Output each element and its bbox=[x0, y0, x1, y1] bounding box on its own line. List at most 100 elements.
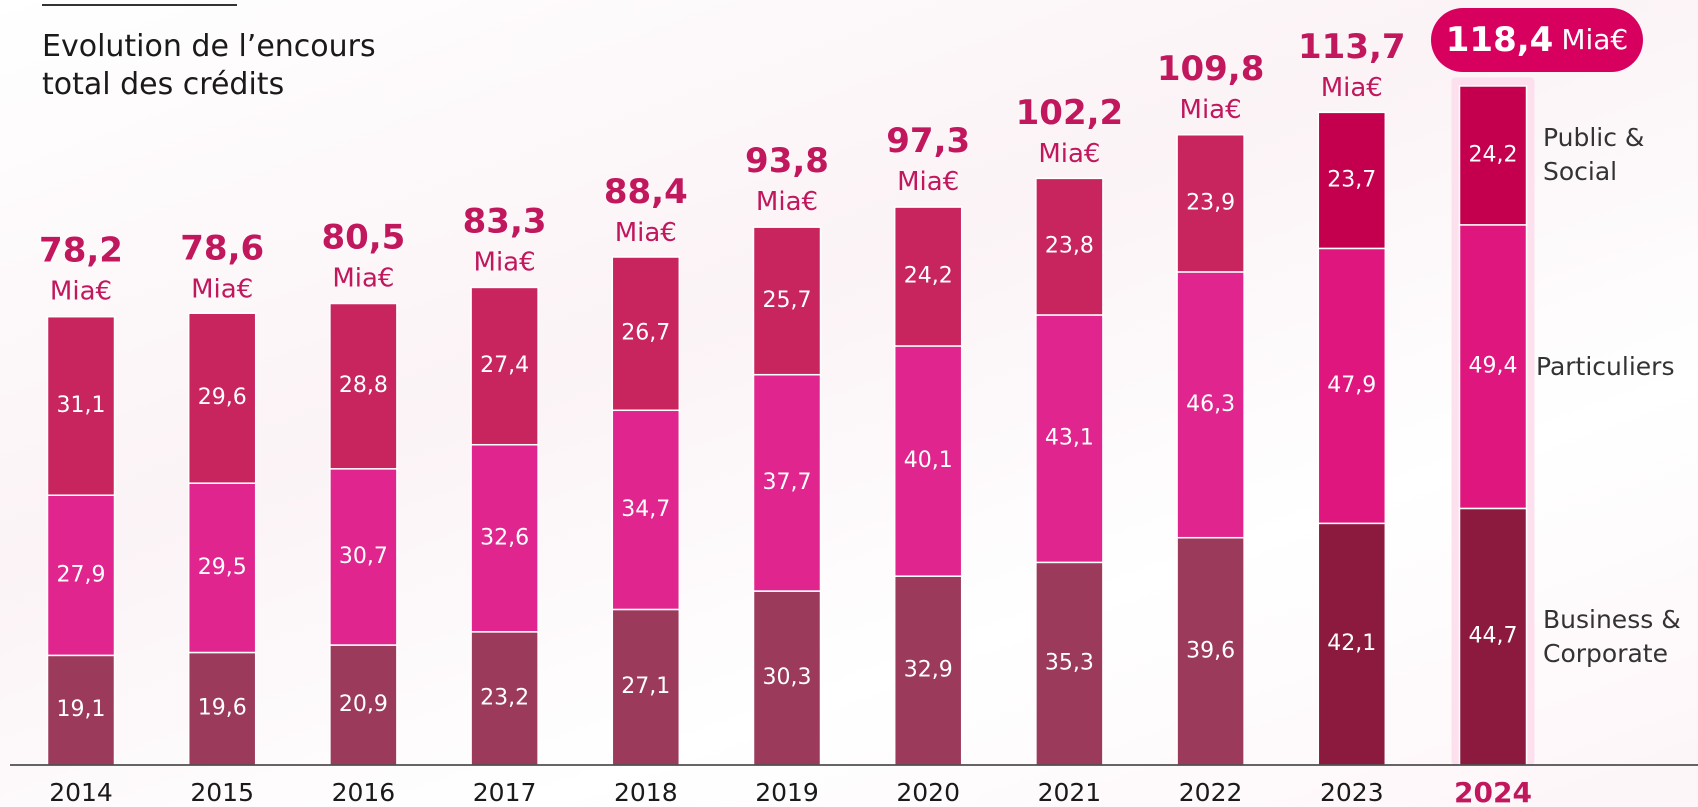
total-value: 118,4 bbox=[1446, 20, 1554, 60]
total-value: 109,8 bbox=[1157, 49, 1265, 89]
x-tick-label: 2016 bbox=[332, 778, 396, 807]
segment-label: 19,6 bbox=[198, 696, 247, 721]
segment-label: 29,5 bbox=[198, 555, 247, 580]
bar-segment bbox=[470, 286, 539, 446]
segment-label: 34,7 bbox=[621, 497, 670, 522]
bar-segment bbox=[752, 590, 822, 766]
total-unit: Mia€ bbox=[332, 263, 394, 293]
segment-label: 28,8 bbox=[339, 373, 388, 398]
x-tick-label: 2022 bbox=[1179, 778, 1243, 807]
total-unit: Mia€ bbox=[897, 167, 959, 197]
segment-label: 40,1 bbox=[904, 448, 953, 473]
segment-label: 29,6 bbox=[198, 385, 247, 410]
segment-label: 46,3 bbox=[1186, 392, 1235, 417]
bar-segment bbox=[329, 644, 398, 766]
total-unit: Mia€ bbox=[1321, 73, 1383, 103]
bar-segment bbox=[1458, 85, 1528, 226]
segment-label: 30,7 bbox=[339, 544, 388, 569]
chart-title: Evolution de l’encours total des crédits bbox=[42, 29, 376, 102]
segment-label: 23,2 bbox=[480, 685, 529, 710]
x-tick-label: 2020 bbox=[896, 778, 960, 807]
x-tick-label: 2023 bbox=[1320, 778, 1384, 807]
segment-label: 20,9 bbox=[339, 692, 388, 717]
segment-label: 47,9 bbox=[1327, 373, 1376, 398]
segment-label: 19,1 bbox=[57, 697, 106, 722]
total-unit: Mia€ bbox=[615, 218, 677, 248]
segment-label: 32,6 bbox=[480, 525, 529, 550]
segment-label: 27,9 bbox=[57, 562, 106, 587]
legend-entry: Public & Social bbox=[1543, 123, 1645, 187]
segment-label: 25,7 bbox=[763, 288, 812, 313]
bar-segment bbox=[893, 206, 963, 347]
bar-segment bbox=[187, 482, 257, 654]
total-unit: Mia€ bbox=[474, 247, 536, 277]
bar-segment bbox=[329, 302, 398, 470]
bar-segment bbox=[611, 256, 681, 412]
segment-label: 24,2 bbox=[904, 264, 953, 289]
bar-segment bbox=[1176, 133, 1245, 273]
bar-segment bbox=[1176, 271, 1245, 539]
bar-segment bbox=[1035, 314, 1104, 564]
bar-segment bbox=[752, 373, 822, 592]
bar-segment bbox=[752, 226, 822, 376]
bar-segment bbox=[46, 315, 116, 496]
total-label: 118,4 Mia€ bbox=[1446, 20, 1628, 60]
bar-segment bbox=[46, 654, 116, 766]
bar-segment bbox=[1317, 111, 1387, 250]
x-tick-label: 2015 bbox=[190, 778, 254, 807]
bar-segment bbox=[46, 494, 116, 657]
x-tick-label: 2024 bbox=[1454, 776, 1532, 807]
bar-segment bbox=[1035, 177, 1104, 316]
segment-label: 26,7 bbox=[621, 321, 670, 346]
bar-segment bbox=[470, 443, 539, 633]
x-tick-label: 2017 bbox=[473, 778, 537, 807]
total-unit: Mia€ bbox=[756, 187, 818, 217]
total-value: 78,6 bbox=[180, 228, 264, 268]
segment-label: 31,1 bbox=[57, 393, 106, 418]
bar-segment bbox=[893, 575, 963, 766]
legend-entry: Particuliers bbox=[1536, 351, 1675, 381]
legend-entry: Business & Corporate bbox=[1543, 604, 1681, 668]
total-value: 83,3 bbox=[463, 201, 547, 241]
segment-label: 30,3 bbox=[763, 665, 812, 690]
total-value: 97,3 bbox=[886, 121, 970, 161]
segment-label: 39,6 bbox=[1186, 638, 1235, 663]
bar-segment bbox=[1458, 507, 1528, 766]
total-value: 78,2 bbox=[39, 231, 123, 271]
total-value: 113,7 bbox=[1298, 27, 1406, 67]
bar-segment bbox=[187, 651, 257, 766]
bar-segment bbox=[187, 312, 257, 484]
bar-segment bbox=[329, 468, 398, 646]
x-tick-label: 2018 bbox=[614, 778, 678, 807]
bar-segment bbox=[893, 345, 963, 577]
total-unit: Mia€ bbox=[191, 274, 253, 304]
segment-label: 27,4 bbox=[480, 353, 529, 378]
segment-label: 23,8 bbox=[1045, 234, 1094, 259]
x-tick-label: 2019 bbox=[755, 778, 819, 807]
bar-segment bbox=[611, 409, 681, 611]
segment-label: 35,3 bbox=[1045, 651, 1094, 676]
bar-segment bbox=[611, 608, 681, 766]
segment-label: 42,1 bbox=[1327, 631, 1376, 656]
bar-segment bbox=[1317, 247, 1387, 525]
segment-label: 44,7 bbox=[1469, 624, 1518, 649]
total-unit: Mia€ bbox=[1180, 95, 1242, 125]
total-value: 93,8 bbox=[745, 141, 829, 181]
segment-label: 23,7 bbox=[1327, 167, 1376, 192]
segment-label: 24,2 bbox=[1469, 142, 1518, 167]
segment-label: 49,4 bbox=[1469, 354, 1518, 379]
total-value: 80,5 bbox=[321, 217, 405, 257]
total-value: 88,4 bbox=[604, 172, 688, 212]
segment-label: 43,1 bbox=[1045, 426, 1094, 451]
total-value: 102,2 bbox=[1016, 93, 1124, 133]
segment-label: 32,9 bbox=[904, 658, 953, 683]
total-unit: Mia€ bbox=[1561, 23, 1628, 56]
total-pill bbox=[1431, 8, 1643, 72]
total-unit: Mia€ bbox=[50, 277, 112, 307]
segment-label: 27,1 bbox=[621, 674, 670, 699]
segment-label: 23,9 bbox=[1186, 190, 1235, 215]
x-tick-label: 2014 bbox=[49, 778, 113, 807]
total-unit: Mia€ bbox=[1038, 139, 1100, 169]
